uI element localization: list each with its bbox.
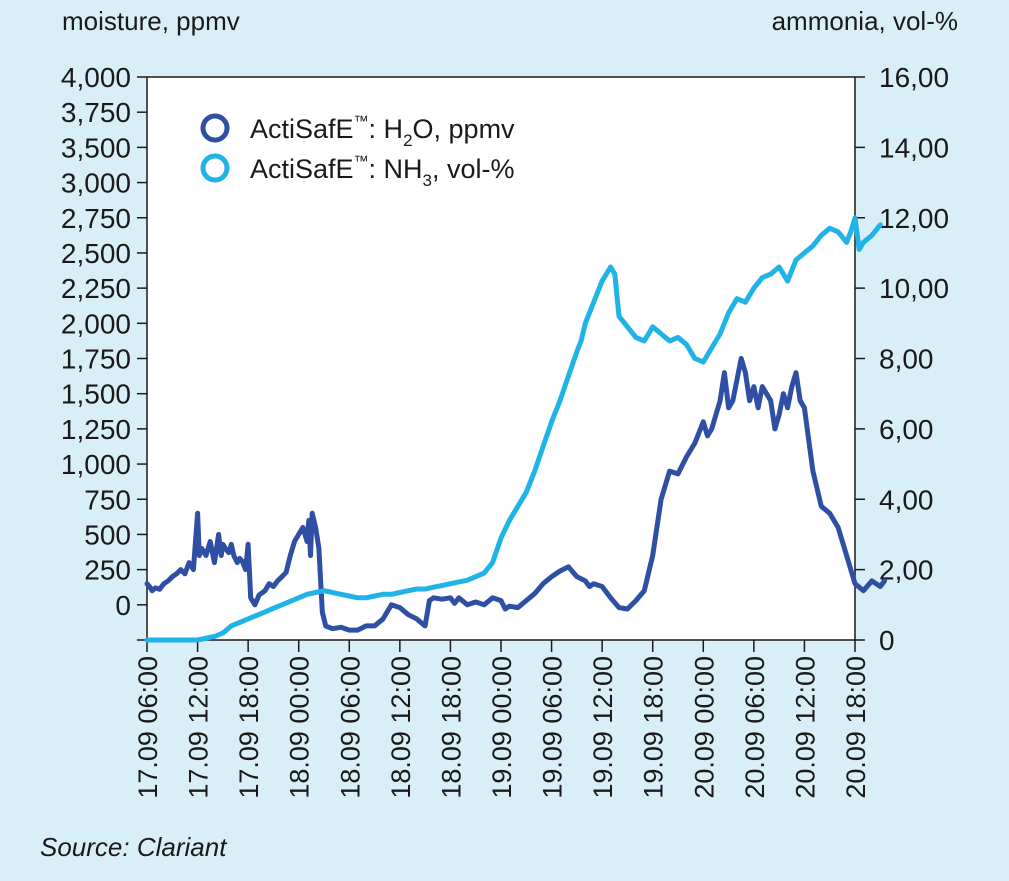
y-right-tick-label: 2,00 (879, 555, 934, 586)
series-line-h2o (144, 356, 887, 633)
x-tick-label: 17.09 18:00 (234, 656, 264, 799)
x-tick-label: 19.09 00:00 (487, 656, 517, 799)
y-right-tick-label: 4,00 (879, 484, 934, 515)
legend-marker-nh3 (200, 153, 230, 183)
y-left-tick-label: 500 (84, 519, 131, 550)
plot-area (147, 77, 855, 640)
legend-label-nh3: ActiSafE™: NH3, vol-% (250, 153, 515, 190)
x-tick-label: 20.09 18:00 (841, 656, 871, 799)
y-left-tick-label: 3,750 (61, 97, 131, 128)
y-left-tick-label: 750 (84, 484, 131, 515)
x-tick-label: 20.09 00:00 (689, 656, 719, 799)
x-tick-label: 20.09 12:00 (790, 656, 820, 799)
x-tick-label: 19.09 18:00 (639, 656, 669, 799)
x-tick-label: 18.09 06:00 (335, 656, 365, 799)
y-right-tick-label: 10,00 (879, 273, 949, 304)
y-left-tick-label: 4,000 (61, 62, 131, 93)
legend: ActiSafE™: H2O, ppmv ActiSafE™: NH3, vol… (200, 113, 515, 190)
y-left-tick-label: 250 (84, 555, 131, 586)
y-left-tick-label: 1,500 (61, 379, 131, 410)
legend-item-nh3: ActiSafE™: NH3, vol-% (200, 153, 515, 190)
y-left-tick-label: 2,750 (61, 203, 131, 234)
y-right-tick-label: 16,00 (879, 62, 949, 93)
y-left-tick-label: 3,500 (61, 132, 131, 163)
x-tick-label: 20.09 06:00 (740, 656, 770, 799)
y-right-ticks: 16,00 14,00 12,00 10,00 8,00 6,00 4,00 2,00 0 (855, 62, 949, 656)
y-left-tick-label: 1,250 (61, 414, 131, 445)
y-left-tick-label: 2,500 (61, 238, 131, 269)
x-tick-label: 19.09 12:00 (588, 656, 618, 799)
x-tick-label: 18.09 00:00 (285, 656, 315, 799)
source-note: Source: Clariant (40, 832, 227, 862)
x-tick-label: 17.09 12:00 (184, 656, 214, 799)
y-left-axis-title: moisture, ppmv (62, 6, 240, 36)
x-tick-label: 17.09 06:00 (133, 656, 163, 799)
legend-marker-h2o (200, 113, 230, 143)
y-right-tick-label: 6,00 (879, 414, 934, 445)
x-tick-label: 18.09 18:00 (436, 656, 466, 799)
y-left-tick-label: 1,750 (61, 344, 131, 375)
legend-label-h2o: ActiSafE™: H2O, ppmv (250, 113, 515, 150)
y-right-tick-label: 14,00 (879, 132, 949, 163)
y-right-tick-label: 12,00 (879, 203, 949, 234)
x-tick-label: 18.09 12:00 (386, 656, 416, 799)
y-left-tick-label: 3,000 (61, 168, 131, 199)
y-left-tick-label: 1,000 (61, 449, 131, 480)
x-ticks: 17.09 06:00 17.09 12:00 17.09 18:00 18.09 0… (133, 640, 871, 799)
y-left-tick-label: 2,000 (61, 308, 131, 339)
y-right-axis-title: ammonia, vol-% (772, 6, 958, 36)
y-left-ticks: 4,000 3,750 3,500 3,000 2,750 2,500 2,250 2,000… (61, 62, 147, 641)
y-left-tick-label: 0 (115, 590, 131, 621)
series-layer (144, 215, 887, 643)
x-tick-label: 19.09 06:00 (538, 656, 568, 799)
legend-item-h2o: ActiSafE™: H2O, ppmv (200, 113, 515, 150)
y-left-tick-label: 2,250 (61, 273, 131, 304)
y-right-tick-label: 8,00 (879, 344, 934, 375)
series-line-nh3 (144, 215, 883, 643)
y-right-tick-label: 0 (879, 625, 895, 656)
